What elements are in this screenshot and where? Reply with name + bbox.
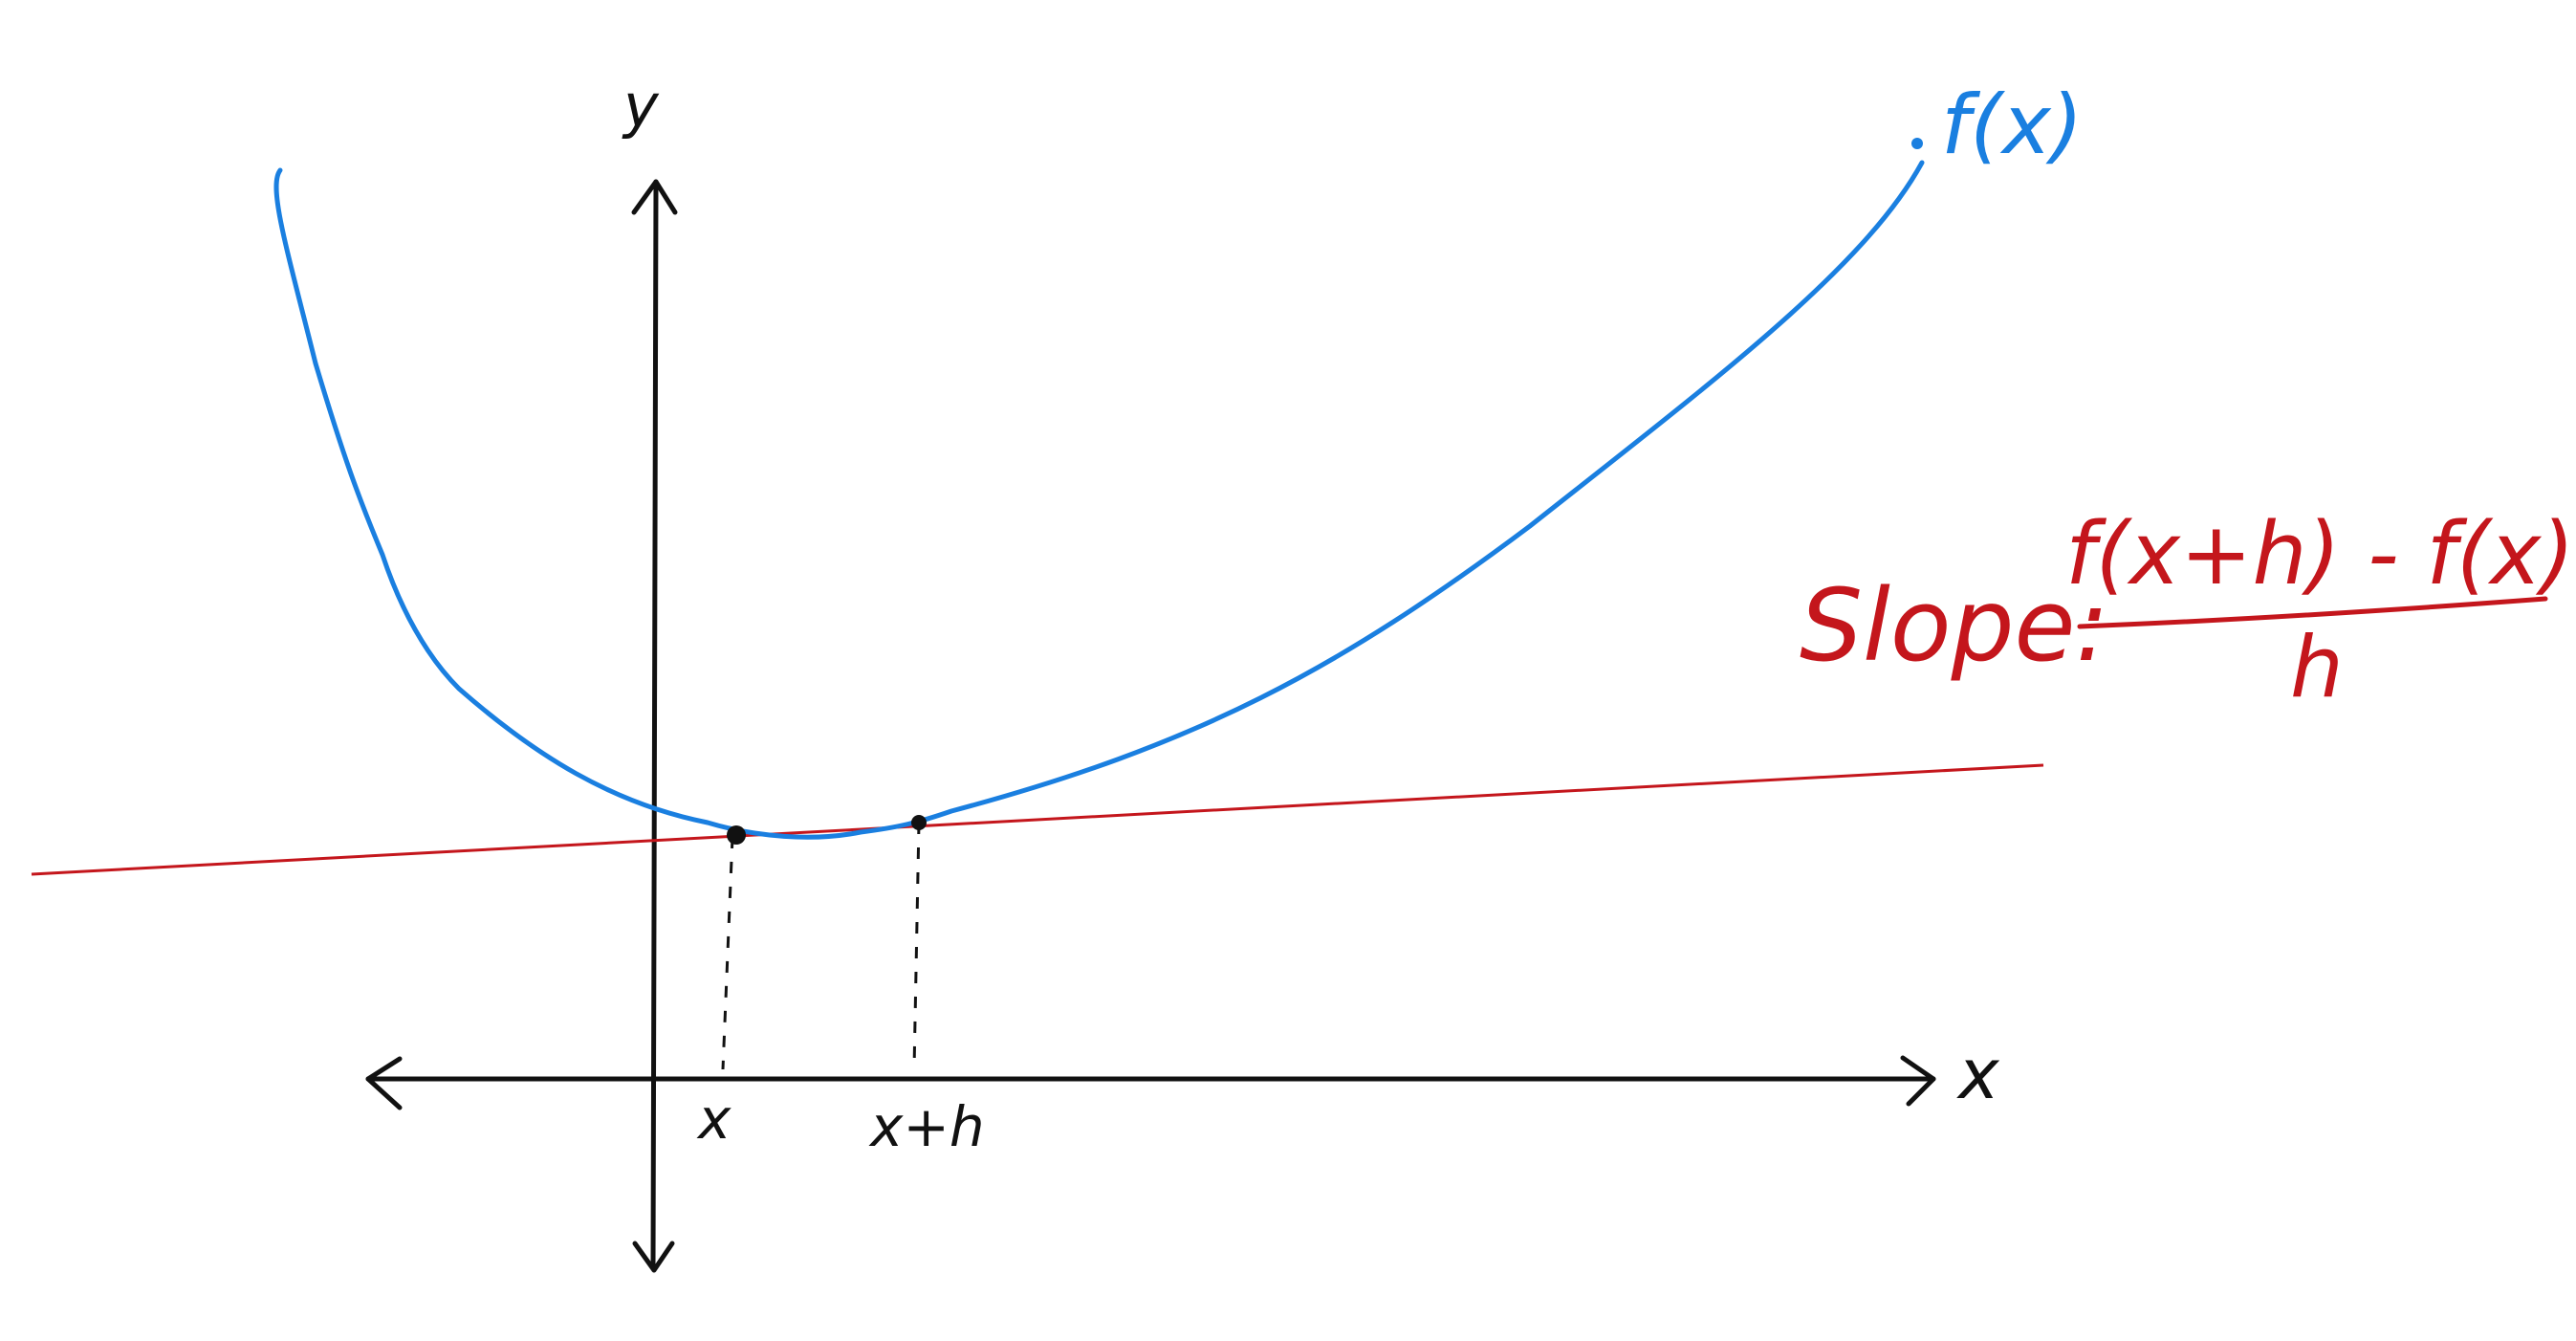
- slope-numerator: f(x+h) - f(x): [2065, 504, 2575, 605]
- point-xh-label: x+h: [868, 1094, 985, 1159]
- dashed-drop-xh: [912, 822, 921, 1070]
- dashed-drop-x: [721, 836, 734, 1070]
- point-xh-dot: [911, 815, 927, 830]
- slope-prefix: Slope:: [1800, 567, 2109, 684]
- y-axis: y: [622, 71, 678, 1273]
- function-curve: [273, 160, 1925, 840]
- x-axis-label: x: [1956, 1034, 2000, 1114]
- x-axis-arrow-right: [1900, 1055, 1936, 1107]
- y-axis-arrow-down: [632, 1241, 675, 1273]
- y-axis-line: [650, 179, 659, 1270]
- slope-denominator: h: [2290, 618, 2344, 716]
- y-axis-arrow-up: [631, 179, 678, 215]
- point-x-dot: [727, 825, 746, 845]
- x-axis: x: [365, 1034, 2000, 1114]
- secant-line: [31, 763, 2044, 876]
- slope-formula: Slope: f(x+h) - f(x) h: [1800, 504, 2575, 716]
- x-axis-arrow-left: [365, 1056, 403, 1110]
- curve-label: f(x): [1941, 77, 2083, 173]
- point-x-label: x: [696, 1087, 731, 1152]
- fraction-bar: [2077, 596, 2548, 629]
- curve-end-dot: [1911, 138, 1923, 149]
- y-axis-label: y: [622, 71, 660, 141]
